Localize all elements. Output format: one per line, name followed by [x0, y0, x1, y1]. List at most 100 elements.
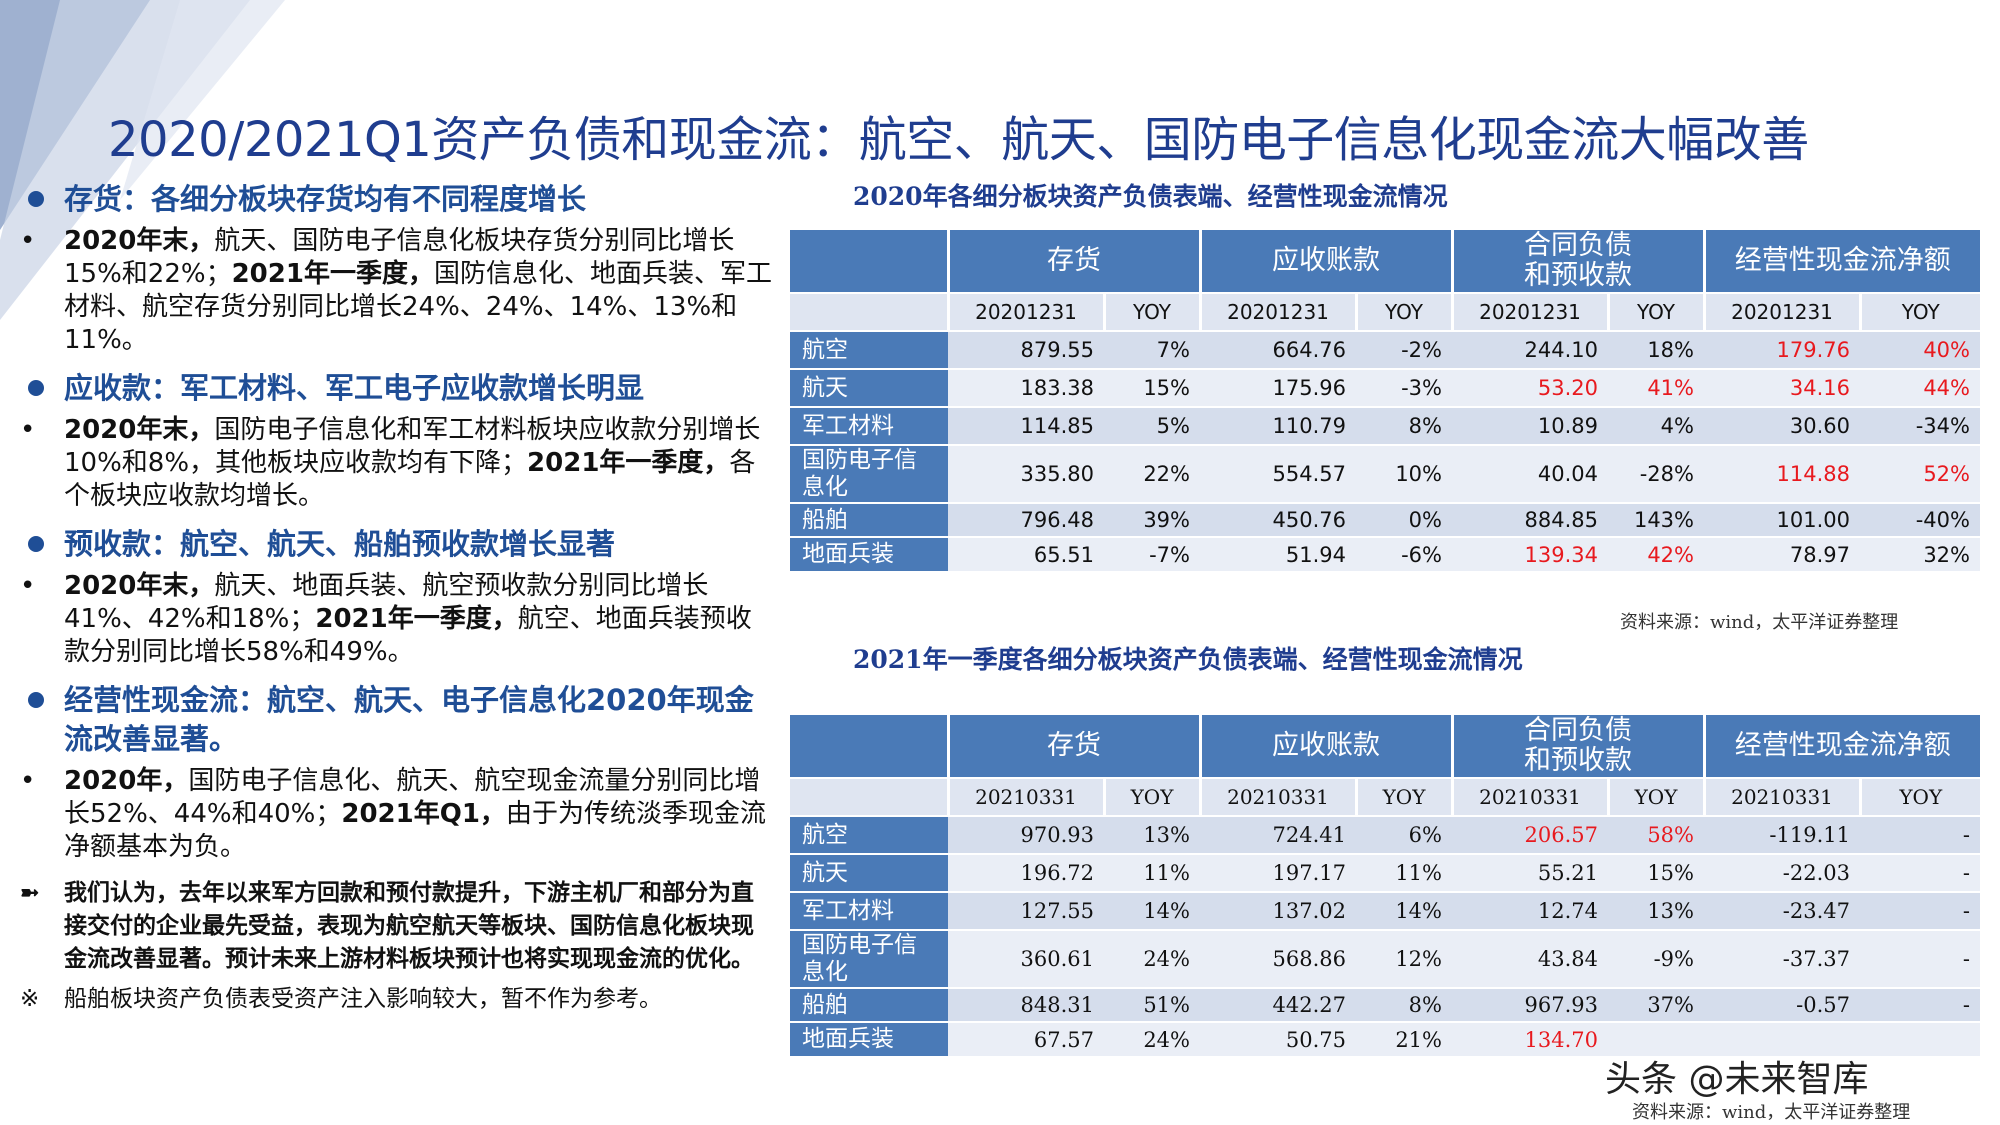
- table-cell: 37%: [1608, 987, 1704, 1022]
- table-cell: 137.02: [1200, 891, 1356, 930]
- table-row: 国防电子信息化 335.80 22% 554.57 10% 40.04 -28% 114.88…: [790, 444, 1980, 503]
- column-subheader: 20210331: [1198, 777, 1356, 816]
- column-group-header: 合同负债 和预收款: [1450, 230, 1704, 293]
- table-cell: -119.11: [1704, 815, 1860, 854]
- table-cell: -23.47: [1704, 891, 1860, 930]
- table-cell: 18%: [1608, 330, 1704, 369]
- table-cell: 43.84: [1452, 929, 1608, 988]
- table-row: 国防电子信息化 360.61 24% 568.86 12% 43.84 -9% -37.37-: [790, 929, 1980, 988]
- table-cell: 8%: [1356, 987, 1452, 1022]
- table-cell: 15%: [1608, 853, 1704, 892]
- table-cell: 139.34: [1452, 536, 1608, 571]
- table-cell: 206.57: [1452, 815, 1608, 854]
- table1-title: 2020年各细分板块资产负债表端、经营性现金流情况: [853, 182, 1448, 211]
- table-cell: 15%: [1104, 368, 1200, 407]
- table-row: 地面兵装 65.51 -7% 51.94 -6% 139.34 42% 78.97 32%: [790, 536, 1980, 571]
- table-cell: -: [1860, 853, 1980, 892]
- table-cell: 664.76: [1200, 330, 1356, 369]
- column-subheader: 20210331: [1450, 777, 1608, 816]
- column-subheader: YOY: [1354, 777, 1452, 816]
- table-cell: 13%: [1608, 891, 1704, 930]
- table-cell: 0%: [1356, 502, 1452, 537]
- table-cell: 970.93: [948, 815, 1104, 854]
- column-subheader: YOY: [1606, 292, 1704, 331]
- table-cell: 14%: [1356, 891, 1452, 930]
- table-cell: 50.75: [1200, 1021, 1356, 1056]
- table-cell: -7%: [1104, 536, 1200, 571]
- table-cell: 42%: [1608, 536, 1704, 571]
- table-cell: 848.31: [948, 987, 1104, 1022]
- row-label: 地面兵装: [790, 1021, 948, 1056]
- table-cell: -0.57: [1704, 987, 1860, 1022]
- table-cell: 110.79: [1200, 406, 1356, 445]
- table-cell: 8%: [1356, 406, 1452, 445]
- table-cell: -28%: [1608, 444, 1704, 503]
- table-cell: 51%: [1104, 987, 1200, 1022]
- bullet-dot-icon: [28, 191, 44, 207]
- table-cell: 335.80: [948, 444, 1104, 503]
- table-cell: 39%: [1104, 502, 1200, 537]
- table-2020: 存货 应收账款 合同负债 和预收款 经营性现金流净额 20201231 YOY 202012…: [790, 230, 1980, 571]
- table-row: 航空 970.93 13% 724.41 6% 206.57 58% -119.11-: [790, 815, 1980, 854]
- column-subheader: 20210331: [946, 777, 1104, 816]
- column-subheader: 20201231: [1450, 292, 1608, 331]
- table-cell: 450.76: [1200, 502, 1356, 537]
- table-cell: 53.20: [1452, 368, 1608, 407]
- table-cell: 30.60: [1704, 406, 1860, 445]
- subheader-corner: [790, 777, 948, 816]
- table-cell: [1704, 1021, 1860, 1056]
- bullet-dot-icon: [28, 536, 44, 552]
- table-cell: 554.57: [1200, 444, 1356, 503]
- footnote: ※ 船舶板块资产负债表受资产注入影响较大，暂不作为参考。: [20, 986, 662, 1012]
- table-cell: 40.04: [1452, 444, 1608, 503]
- watermark: 头条 @未来智库: [1605, 1059, 1869, 1100]
- table-cell: 65.51: [948, 536, 1104, 571]
- table-cell: 114.88: [1704, 444, 1860, 503]
- column-subheader: YOY: [1858, 292, 1980, 331]
- table-cell: 568.86: [1200, 929, 1356, 988]
- table-cell: -37.37: [1704, 929, 1860, 988]
- column-group-header: 应收账款: [1198, 715, 1452, 778]
- table-row: 航天 196.72 11% 197.17 11% 55.21 15% -22.03-: [790, 853, 1980, 892]
- row-label: 军工材料: [790, 406, 948, 445]
- corner-decoration: [0, 0, 285, 320]
- column-subheader: 20201231: [1702, 292, 1860, 331]
- row-label: 地面兵装: [790, 536, 948, 571]
- table-cell: -6%: [1356, 536, 1452, 571]
- table-cell: 14%: [1104, 891, 1200, 930]
- column-subheader: YOY: [1858, 777, 1980, 816]
- header-corner: [790, 715, 948, 778]
- table-cell: -34%: [1860, 406, 1980, 445]
- table-cell: 22%: [1104, 444, 1200, 503]
- table-cell: 11%: [1104, 853, 1200, 892]
- table-cell: 179.76: [1704, 330, 1860, 369]
- table-cell: 114.85: [948, 406, 1104, 445]
- column-subheader: YOY: [1102, 292, 1200, 331]
- table-cell: 78.97: [1704, 536, 1860, 571]
- table-cell: 67.57: [948, 1021, 1104, 1056]
- table-cell: 10.89: [1452, 406, 1608, 445]
- table-cell: 134.70: [1452, 1021, 1608, 1056]
- table-row: 地面兵装 67.57 24% 50.75 21% 134.70: [790, 1021, 1980, 1056]
- row-label: 船舶: [790, 502, 948, 537]
- column-group-header: 经营性现金流净额: [1702, 715, 1980, 778]
- table-cell: 5%: [1104, 406, 1200, 445]
- row-label: 船舶: [790, 987, 948, 1022]
- table-cell: -2%: [1356, 330, 1452, 369]
- table-cell: 175.96: [1200, 368, 1356, 407]
- table-cell: -9%: [1608, 929, 1704, 988]
- table-cell: 101.00: [1704, 502, 1860, 537]
- table-cell: 884.85: [1452, 502, 1608, 537]
- table-cell: 196.72: [948, 853, 1104, 892]
- table-cell: 197.17: [1200, 853, 1356, 892]
- table-cell: -40%: [1860, 502, 1980, 537]
- table-cell: 24%: [1104, 1021, 1200, 1056]
- column-subheader: YOY: [1102, 777, 1200, 816]
- table-cell: 10%: [1356, 444, 1452, 503]
- table-cell: 360.61: [948, 929, 1104, 988]
- table-row: 船舶 848.31 51% 442.27 8% 967.93 37% -0.57-: [790, 987, 1980, 1022]
- table-cell: 24%: [1104, 929, 1200, 988]
- table-cell: [1608, 1021, 1704, 1056]
- row-label: 国防电子信息化: [790, 444, 948, 503]
- column-group-header: 经营性现金流净额: [1702, 230, 1980, 293]
